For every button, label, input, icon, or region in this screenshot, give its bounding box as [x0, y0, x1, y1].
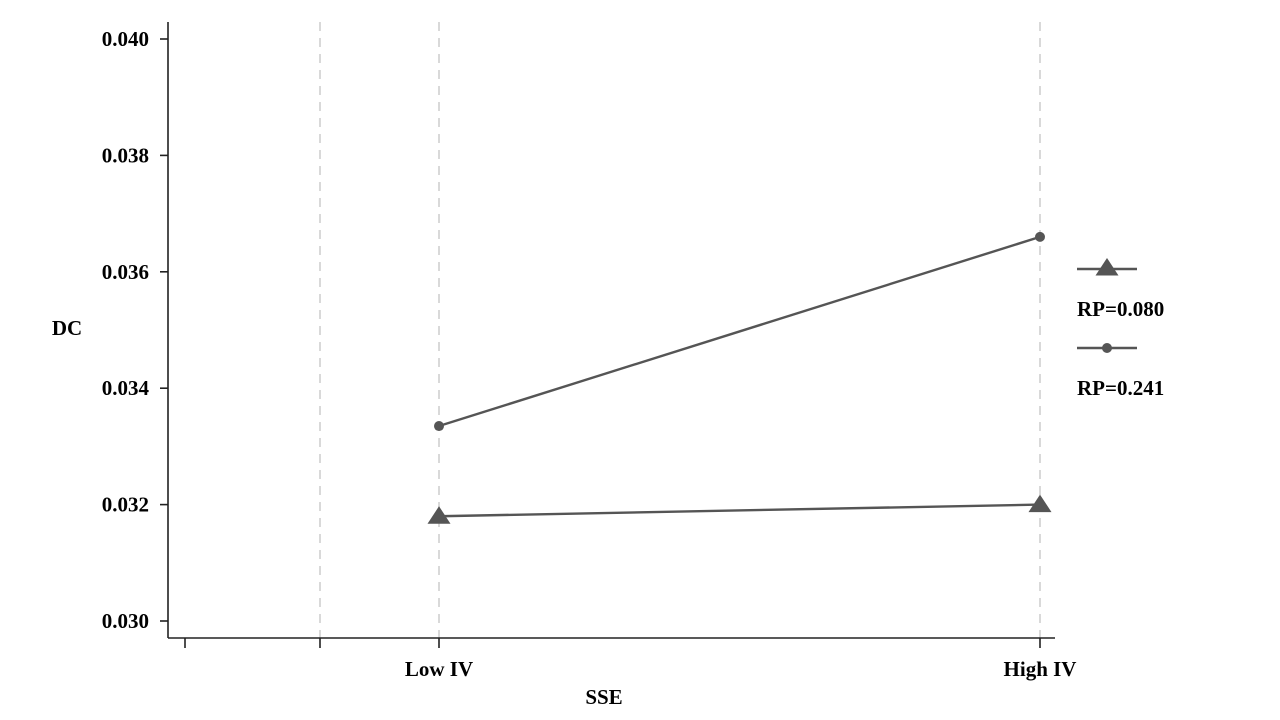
legend-marker-circle	[1102, 343, 1112, 353]
series-line-2	[438, 235, 1041, 428]
data-point-circle	[1035, 231, 1045, 242]
axes	[167, 22, 1055, 639]
x-axis-title: SSE	[585, 685, 622, 709]
legend-marker-triangle	[1095, 258, 1119, 276]
data-point-triangle	[1028, 494, 1052, 513]
x-tick-label: High IV	[1004, 657, 1077, 681]
x-ticks: Low IV High IV	[184, 638, 1077, 681]
data-point-triangle	[427, 506, 451, 524]
data-point-circle	[434, 421, 444, 432]
legend-label: RP=0.080	[1077, 297, 1164, 321]
x-tick-label: Low IV	[405, 657, 473, 681]
legend-label: RP=0.241	[1077, 376, 1164, 400]
plot-series	[427, 231, 1052, 524]
series-line-1	[438, 503, 1041, 518]
y-tick-label: 0.036	[102, 260, 149, 284]
y-tick-label: 0.040	[102, 27, 149, 51]
y-axis-title: DC	[52, 316, 82, 340]
y-tick-label: 0.030	[102, 609, 149, 633]
y-tick-label: 0.034	[102, 376, 150, 400]
grid-lines	[319, 22, 1041, 638]
legend: RP=0.080 RP=0.241	[1077, 258, 1164, 400]
y-tick-label: 0.038	[102, 143, 149, 167]
y-tick-label: 0.032	[102, 493, 149, 517]
y-ticks: 0.030 0.032 0.034 0.036 0.038 0.040	[102, 27, 168, 633]
